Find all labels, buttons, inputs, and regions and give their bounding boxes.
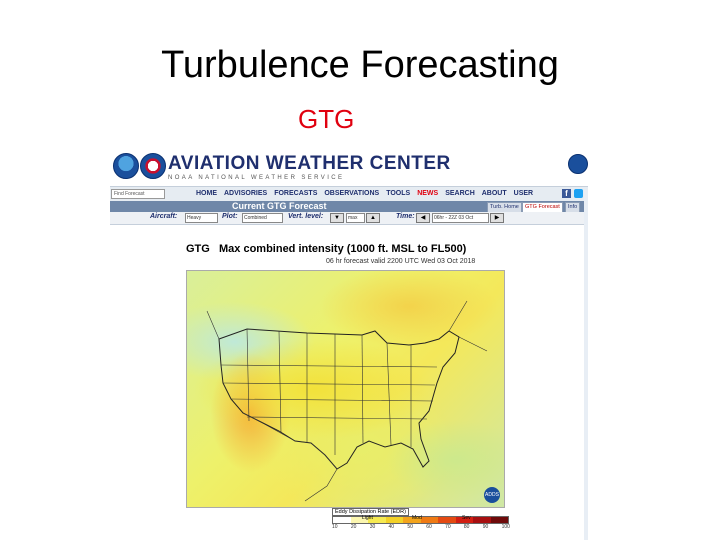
legend-tick: 40 xyxy=(388,524,395,530)
time-next-button[interactable]: ▶ xyxy=(490,213,504,223)
legend-sev: Sev xyxy=(462,515,471,521)
legend-swatch-1 xyxy=(350,517,368,523)
adds-logo: ADDS xyxy=(484,487,500,503)
commerce-logo-icon[interactable] xyxy=(568,154,588,174)
nav-about[interactable]: ABOUT xyxy=(481,190,507,197)
scrollbar[interactable] xyxy=(584,190,588,540)
legend-swatch-6 xyxy=(438,517,456,523)
time-label: Time: xyxy=(396,213,415,220)
legend-light: Light xyxy=(362,515,373,521)
forecast-controls: Aircraft: Heavy Plot: Combined Vert. lev… xyxy=(110,212,588,225)
nav-news[interactable]: NEWS xyxy=(417,190,439,197)
mexico-border xyxy=(242,412,338,502)
legend-swatch-5 xyxy=(420,517,438,523)
site-tagline: NOAA NATIONAL WEATHER SERVICE xyxy=(168,175,345,181)
map-boundaries xyxy=(206,300,488,502)
facebook-icon[interactable]: f xyxy=(562,189,571,198)
legend-tick: 70 xyxy=(445,524,451,530)
state-lines xyxy=(220,328,438,455)
vert-down-button[interactable]: ▼ xyxy=(330,213,344,223)
legend-swatch-7 xyxy=(455,517,473,523)
canada-border xyxy=(206,300,488,352)
us-outline xyxy=(218,328,460,470)
time-prev-button[interactable]: ◀ xyxy=(416,213,430,223)
nav-forecasts[interactable]: FORECASTS xyxy=(274,190,318,197)
nav-advisories[interactable]: ADVISORIES xyxy=(224,190,268,197)
search-input[interactable]: Find Forecast xyxy=(111,189,165,199)
nav-observations[interactable]: OBSERVATIONS xyxy=(324,190,380,197)
legend-title: Eddy Dissipation Rate (EDR) xyxy=(332,508,409,516)
noaa-logo-icon[interactable] xyxy=(113,153,139,179)
legend-swatch-0 xyxy=(333,517,351,523)
awc-screenshot: AVIATION WEATHER CENTER NOAA NATIONAL WE… xyxy=(110,150,588,540)
plot-label: Plot: xyxy=(222,213,238,220)
legend-swatch-2 xyxy=(368,517,386,523)
legend-tick: 60 xyxy=(426,524,432,530)
plot-select[interactable]: Combined xyxy=(242,213,283,223)
legend-swatch-8 xyxy=(473,517,491,523)
legend-tick: 50 xyxy=(407,524,413,530)
legend-mod: Mod xyxy=(412,515,422,521)
page-title-bar: Current GTG Forecast Turb. Home GTG Fore… xyxy=(110,201,588,213)
valid-time: 06 hr forecast valid 2200 UTC Wed 03 Oct… xyxy=(326,258,476,265)
slide-title: Turbulence Forecasting xyxy=(161,44,559,86)
twitter-icon[interactable] xyxy=(574,189,583,198)
main-nav: Find Forecast HOME ADVISORIES FORECASTS … xyxy=(110,186,588,202)
legend-tick: 30 xyxy=(369,524,376,530)
page-title: Current GTG Forecast xyxy=(232,201,327,211)
nav-menu: HOME ADVISORIES FORECASTS OBSERVATIONS T… xyxy=(196,190,533,197)
slide-subtitle: GTG xyxy=(298,104,355,134)
aircraft-select[interactable]: Heavy xyxy=(185,213,218,223)
turbulence-map[interactable]: ADDS xyxy=(186,270,505,508)
nav-tools[interactable]: TOOLS xyxy=(386,190,411,197)
nws-logo-icon[interactable] xyxy=(140,153,166,179)
time-select[interactable]: 06hr - 22Z 03 Oct xyxy=(432,213,489,223)
legend-swatch-4 xyxy=(403,517,421,523)
legend-ticks: 10 20 30 40 50 60 70 80 90 100 xyxy=(332,524,510,530)
vert-level-select[interactable]: max xyxy=(346,213,365,223)
vert-level-label: Vert. level: xyxy=(288,213,324,220)
nav-home[interactable]: HOME xyxy=(196,190,217,197)
legend-tick: 80 xyxy=(463,524,470,530)
nav-search[interactable]: SEARCH xyxy=(445,190,475,197)
product-title: GTG Max combined intensity (1000 ft. MSL… xyxy=(186,243,467,255)
legend-swatch-3 xyxy=(385,517,403,523)
legend-tick: 20 xyxy=(350,524,357,530)
legend-tick: 100 xyxy=(501,524,510,530)
legend-colorbar xyxy=(332,516,509,524)
nav-user[interactable]: USER xyxy=(513,190,534,197)
legend-tick: 10 xyxy=(332,524,338,530)
vert-up-button[interactable]: ▲ xyxy=(366,213,380,223)
aircraft-label: Aircraft: xyxy=(150,213,178,220)
site-name[interactable]: AVIATION WEATHER CENTER xyxy=(168,153,451,174)
legend-swatch-9 xyxy=(490,517,508,523)
legend-tick: 90 xyxy=(482,524,489,530)
site-header: AVIATION WEATHER CENTER NOAA NATIONAL WE… xyxy=(110,150,588,186)
